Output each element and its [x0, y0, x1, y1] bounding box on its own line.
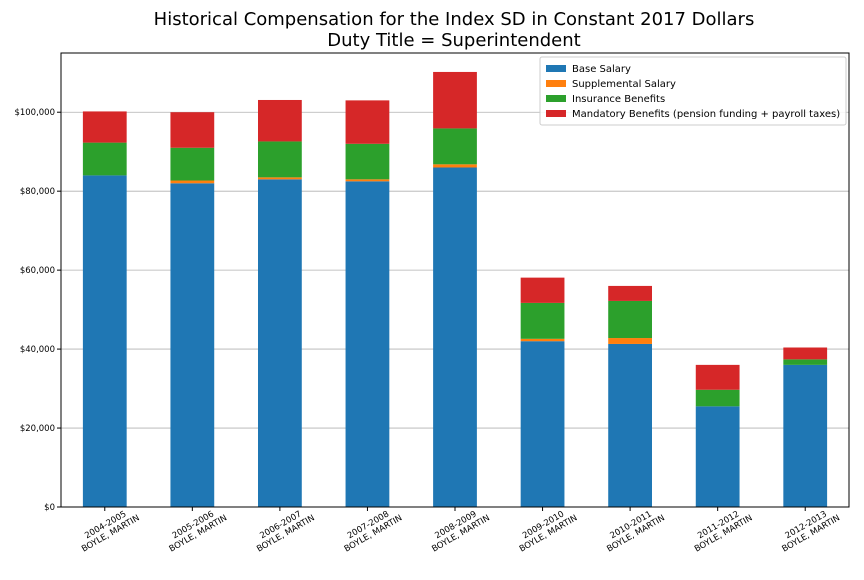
bar-segment — [520, 277, 565, 303]
bar-segment — [520, 338, 565, 342]
legend: Base Salary Supplemental Salary Insurance … — [539, 56, 847, 126]
bar-segment — [433, 128, 477, 165]
legend-label: Mandatory Benefits (pension funding + pa… — [572, 109, 840, 120]
y-tick-label: $60,000 — [20, 266, 55, 276]
legend-box — [539, 56, 847, 126]
legend-swatch — [546, 65, 566, 72]
bar-segment — [695, 406, 740, 507]
bar-segment — [608, 285, 652, 301]
bar-segment — [520, 302, 565, 339]
bar-segment — [433, 71, 477, 129]
bar-segment — [170, 112, 215, 148]
bar-segment — [695, 389, 740, 407]
bar-segment — [258, 99, 302, 142]
bar-segment — [170, 183, 215, 507]
bar-segment — [345, 179, 390, 182]
bar-segment — [82, 111, 127, 143]
bar-segment — [170, 180, 215, 184]
bar-segment — [783, 347, 828, 360]
legend-swatch — [546, 80, 566, 87]
bar-segment — [170, 147, 215, 181]
y-axis: $0 $20,000 $40,000 $60,000 $80,000 $100,000 — [14, 108, 61, 513]
y-tick-label: $80,000 — [20, 187, 55, 197]
bar-segment — [433, 164, 477, 168]
bar-segment — [82, 142, 127, 176]
bar-segment — [608, 343, 652, 507]
chart-title: Historical Compensation for the Index SD… — [154, 9, 755, 30]
bar-segment — [345, 100, 390, 144]
bar-segment — [783, 364, 828, 507]
bar-segment — [695, 364, 740, 390]
bar-segment — [345, 143, 390, 180]
y-tick-label: $100,000 — [14, 108, 55, 118]
bar-segment — [258, 179, 302, 507]
y-tick-label: $20,000 — [20, 424, 55, 434]
legend-swatch — [546, 110, 566, 117]
bar-segment — [433, 167, 477, 508]
bar-segment — [258, 177, 302, 180]
y-tick-label: $40,000 — [20, 345, 55, 355]
y-tick-label: $0 — [44, 503, 55, 513]
bar-segment — [608, 338, 652, 344]
legend-label: Base Salary — [572, 64, 631, 75]
bar-segment — [783, 359, 828, 365]
bar-segment — [520, 341, 565, 507]
bars — [82, 71, 828, 508]
chart-subtitle: Duty Title = Superintendent — [327, 30, 580, 51]
legend-label: Insurance Benefits — [572, 94, 665, 105]
bar-segment — [345, 181, 390, 507]
bar-segment — [82, 175, 127, 507]
legend-label: Supplemental Salary — [572, 79, 676, 90]
legend-swatch — [546, 95, 566, 102]
bar-segment — [608, 300, 652, 339]
bar-segment — [258, 141, 302, 178]
